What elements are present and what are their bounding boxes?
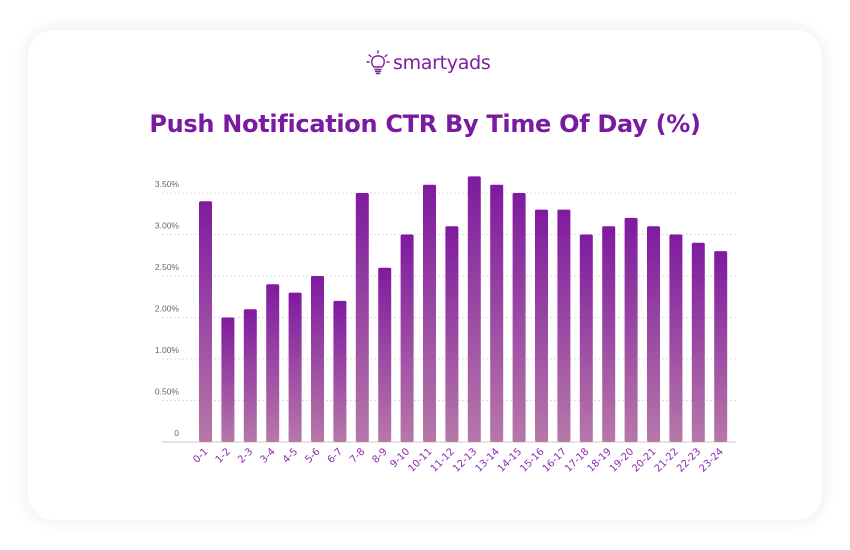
bar-13-14 [490,184,504,442]
x-tick-label: 3-4 [258,446,277,465]
bar-20-21 [647,226,660,442]
brand-logo: smartyads [366,50,491,76]
y-tick-label: 3.50% [155,179,180,189]
x-tick-label: 2-3 [236,446,255,465]
bar-8-9 [378,267,392,442]
x-tick-label: 20-21 [630,446,658,474]
lightbulb-icon [366,50,390,75]
x-tick-label: 4-5 [281,446,300,465]
x-tick-label: 10-11 [406,446,434,474]
bar-5-6 [311,276,324,442]
y-tick-label: 2.50% [155,262,180,272]
x-tick-label: 19-20 [608,446,636,474]
bar-1-2 [221,317,235,442]
bar-21-22 [669,234,683,442]
bar-18-19 [602,226,616,442]
x-tick-label: 8-9 [370,446,389,465]
bar-14-15 [512,193,526,442]
bar-4-5 [288,292,302,442]
x-tick-label: 22-23 [675,446,703,474]
bar-7-8 [355,193,369,442]
y-tick-label: 0.50% [155,387,180,397]
bar-16-17 [557,209,571,442]
x-tick-label: 6-7 [326,446,345,465]
bar-0-1 [199,201,212,442]
x-tick-label: 11-12 [429,446,457,474]
x-tick-label: 18-19 [585,446,613,474]
x-tick-label: 21-22 [653,446,681,474]
bar-19-20 [624,217,638,442]
x-tick-label: 0-1 [191,446,210,465]
y-tick-label: 3.00% [155,221,180,231]
bar-9-10 [400,234,414,442]
bar-17-18 [579,234,593,442]
x-tick-label: 16-17 [541,446,569,474]
bar-6-7 [333,300,347,442]
x-tick-label: 7-8 [348,446,367,465]
y-tick-label: 0 [174,428,179,438]
x-tick-label: 12-13 [451,446,479,474]
x-tick-label: 1-2 [214,446,233,465]
bar-2-3 [243,309,257,442]
bar-12-13 [467,176,481,442]
bar-15-16 [535,209,548,442]
brand-name: smartyads [393,52,491,74]
y-tick-label: 1.00% [155,345,180,355]
y-tick-label: 2.00% [155,304,180,314]
x-tick-label: 17-18 [563,446,591,474]
x-tick-label: 13-14 [473,446,501,474]
bar-22-23 [691,242,705,442]
bar-10-11 [423,184,436,442]
x-tick-label: 15-16 [518,446,546,474]
x-tick-label: 5-6 [303,446,322,465]
bar-3-4 [266,284,280,442]
bar-11-12 [445,226,459,442]
chart-title: Push Notification CTR By Time Of Day (%) [149,110,701,138]
x-tick-label: 14-15 [496,446,524,474]
bar-23-24 [714,251,728,442]
x-tick-label: 23-24 [697,446,725,474]
